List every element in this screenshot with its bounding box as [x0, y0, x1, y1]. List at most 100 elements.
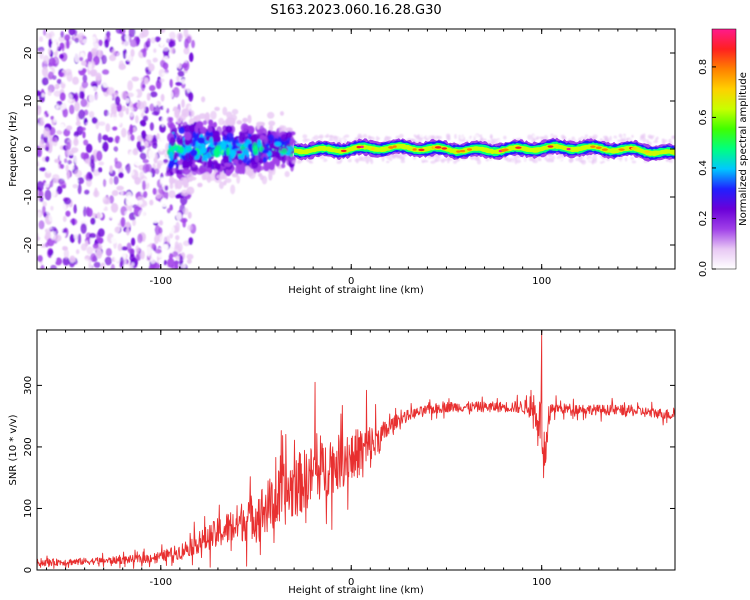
spectrogram-blob: [166, 208, 171, 214]
spectrogram-blob: [571, 136, 575, 140]
spectrogram-blob: [232, 159, 239, 165]
spectrogram-blob: [38, 159, 44, 166]
spectrogram-blob: [190, 110, 195, 117]
spectrogram-blob: [138, 209, 146, 218]
spectrogram-blob: [59, 163, 65, 169]
spectrogram-blob: [89, 233, 96, 239]
spectrogram-blob: [131, 225, 139, 234]
spectrogram-blob: [82, 258, 90, 267]
spectrogram-blob: [146, 134, 154, 141]
spectrogram-blob: [63, 248, 69, 260]
spectrogram-blob: [74, 85, 78, 92]
spectrogram-blob: [78, 109, 86, 120]
spectrogram-blob: [264, 136, 268, 145]
spectrogram-blob: [41, 92, 45, 98]
spectrogram-blob: [90, 47, 97, 58]
spectrogram-blob: [135, 36, 140, 45]
spectrogram-blob: [173, 151, 178, 161]
spectrogram-blob: [39, 196, 44, 203]
spectrogram-blob: [214, 130, 220, 138]
spectrogram-blob: [197, 137, 206, 144]
colorbar-tick-label: 0.4: [698, 160, 709, 176]
spectrogram-blob: [98, 39, 103, 47]
spectrogram-blob: [127, 248, 135, 254]
spectrogram-blob: [154, 224, 161, 236]
spectrogram-blob: [59, 92, 66, 101]
spectrogram-blob: [105, 123, 111, 133]
spectrogram-blob: [142, 159, 149, 164]
spectrogram-blob: [136, 196, 145, 202]
spectrogram-blob: [163, 189, 169, 201]
spectrogram-blob: [139, 119, 147, 127]
spectrogram-blob: [236, 150, 243, 155]
spectrogram-blob: [65, 210, 71, 217]
spectrogram-blob: [240, 123, 249, 133]
spectrogram-blob: [631, 160, 637, 164]
spectrogram-blob: [114, 96, 121, 106]
spectrogram-blob: [148, 148, 156, 160]
spectrogram-blob: [430, 160, 436, 164]
spectrogram-blob: [134, 176, 141, 185]
spectrogram-blob: [132, 70, 140, 79]
spectrogram-blob: [73, 29, 78, 36]
spectrogram-blob: [129, 124, 134, 135]
spectrogram-blob: [340, 138, 346, 142]
spectrogram-blob: [59, 53, 64, 59]
spectrogram-blob: [163, 251, 170, 257]
spectrogram-blob: [201, 96, 206, 103]
spectrogram-blob: [188, 91, 194, 102]
colorbar-tick-label: 0.6: [698, 109, 709, 125]
spectrogram-blob: [319, 155, 325, 160]
spectrogram-blob: [73, 153, 82, 164]
spectrogram-blob: [84, 158, 91, 164]
spectrogram-hotspot: [392, 145, 397, 148]
spectrogram-blob: [128, 212, 137, 221]
spectrogram-blob: [203, 171, 211, 181]
spectrogram-blob: [74, 37, 79, 44]
spectrogram-blob: [168, 151, 174, 161]
spectrogram-blob: [167, 257, 175, 268]
spectrogram-blob: [151, 243, 157, 250]
snr-y-axis-title: SNR (10 * v/v): [8, 414, 19, 485]
spectrogram-blob: [147, 29, 154, 37]
spectrogram-blob: [37, 211, 41, 218]
spectrogram-blob: [225, 117, 234, 127]
spectrogram-blob: [168, 40, 176, 48]
spectrogram-blob: [258, 150, 262, 158]
spectrogram-blob: [149, 199, 154, 206]
spectrogram-blob: [170, 46, 176, 54]
spectrogram-blob: [45, 225, 53, 231]
spectrogram-blob: [160, 93, 165, 102]
spectrogram-blob: [419, 133, 425, 139]
spectrogram-blob: [182, 62, 188, 69]
spectrogram-blob: [77, 233, 82, 245]
spectrogram-blob: [47, 89, 52, 97]
spectrogram-blob: [61, 246, 68, 251]
spectrogram-blob: [91, 116, 98, 124]
spectrogram-blob: [123, 264, 130, 269]
spectrogram-blob: [292, 159, 297, 164]
spectrogram-blob: [105, 248, 112, 257]
spectrogram-blob: [62, 231, 66, 238]
spectrogram-blob: [188, 237, 194, 246]
spectrogram-blob: [119, 256, 124, 268]
spectrogram-blob: [152, 142, 158, 149]
spectrogram-blob: [259, 174, 264, 181]
spectrogram-blob: [54, 83, 60, 90]
spectrogram-blob: [151, 230, 156, 239]
spectrogram-blob: [634, 136, 640, 139]
spectrogram-blob: [124, 34, 129, 42]
spectrogram-blob: [89, 236, 94, 245]
spectrogram-blob: [618, 133, 623, 138]
spectrogram-blob: [68, 246, 75, 251]
spectrogram-x-axis-title: Height of straight line (km): [288, 285, 424, 296]
spectrogram-blob: [156, 133, 160, 140]
spectrogram-blob: [150, 91, 158, 98]
spectrogram-blob: [480, 138, 483, 142]
spectrogram-blob: [252, 142, 258, 152]
spectrogram-blob: [530, 157, 534, 161]
spectrogram-blob: [128, 140, 135, 150]
spectrogram-blob: [183, 47, 190, 55]
spectrogram-blob: [53, 117, 58, 123]
spectrogram-blob: [151, 111, 160, 116]
